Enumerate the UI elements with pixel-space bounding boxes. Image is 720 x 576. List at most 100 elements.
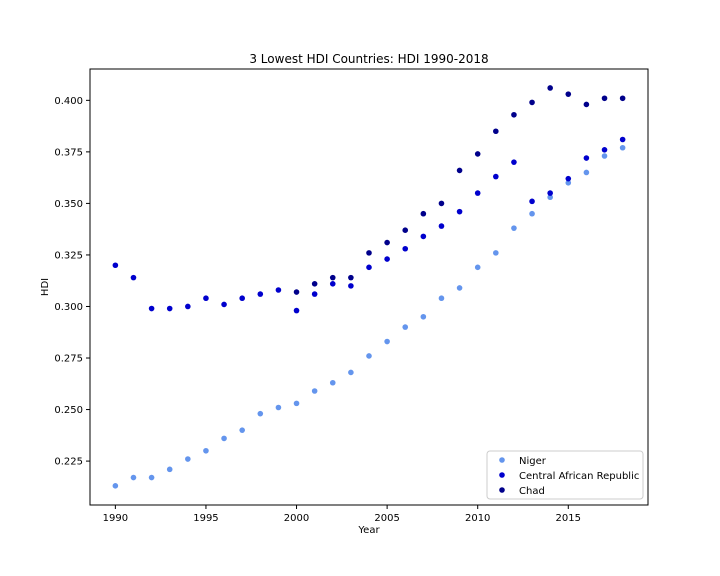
data-points — [112, 85, 626, 489]
point-niger — [329, 379, 336, 386]
point-niger — [565, 179, 572, 186]
point-chad — [583, 101, 590, 108]
point-chad — [311, 281, 318, 287]
y-tick-label: 0.400 — [54, 96, 83, 107]
legend: Niger Central African Republic Chad — [486, 450, 644, 500]
point-niger — [474, 264, 481, 271]
point-niger — [402, 324, 409, 330]
point-niger — [493, 250, 499, 256]
point-chad — [384, 239, 390, 246]
point-chad — [565, 91, 572, 97]
point-central-african-republic — [112, 262, 119, 269]
legend-label-niger: Niger — [519, 456, 547, 467]
point-central-african-republic — [565, 175, 572, 182]
point-chad — [348, 274, 354, 281]
point-niger — [185, 456, 191, 462]
point-niger — [529, 210, 535, 217]
point-chad — [366, 250, 372, 256]
point-central-african-republic — [348, 283, 354, 289]
y-axis-title: HDI — [40, 278, 51, 296]
point-niger — [619, 144, 626, 151]
point-niger — [384, 338, 390, 345]
point-niger — [601, 153, 608, 159]
x-axis-title: Year — [357, 525, 380, 536]
point-chad — [402, 227, 409, 234]
point-niger — [221, 435, 227, 442]
x-axis: 1990 1995 2000 2005 2010 2015 — [103, 505, 581, 524]
point-central-african-republic — [456, 208, 463, 215]
x-tick-label: 2010 — [465, 513, 490, 524]
y-tick-label: 0.325 — [54, 250, 83, 261]
point-chad — [547, 85, 553, 91]
point-chad — [293, 289, 300, 295]
point-niger — [112, 483, 119, 489]
point-niger — [366, 353, 372, 359]
point-niger — [166, 466, 173, 473]
point-central-african-republic — [311, 291, 318, 297]
point-niger — [311, 388, 318, 394]
y-axis: 0.225 0.250 0.275 0.300 0.325 0.350 0.375 0.400 — [54, 96, 90, 468]
point-central-african-republic — [166, 305, 173, 312]
point-niger — [293, 400, 300, 407]
point-chad — [619, 95, 626, 102]
chart-title: 3 Lowest HDI Countries: HDI 1990-2018 — [249, 52, 488, 66]
point-chad — [456, 167, 463, 174]
point-central-african-republic — [474, 190, 481, 196]
point-niger — [130, 474, 137, 481]
point-central-african-republic — [185, 303, 191, 310]
y-tick-label: 0.225 — [54, 457, 83, 468]
y-tick-label: 0.375 — [54, 147, 83, 158]
point-central-african-republic — [203, 295, 209, 302]
point-niger — [275, 404, 282, 411]
point-central-african-republic — [239, 295, 245, 302]
point-niger — [456, 285, 463, 291]
x-tick-label: 2000 — [284, 513, 309, 524]
point-niger — [348, 369, 354, 376]
plot-area-frame — [89, 68, 649, 506]
point-central-african-republic — [384, 256, 390, 262]
legend-marker-central-african-republic — [499, 472, 505, 478]
legend-label-chad: Chad — [519, 486, 545, 497]
point-niger — [583, 169, 590, 176]
point-niger — [547, 194, 553, 201]
y-tick-label: 0.350 — [54, 199, 83, 210]
point-central-african-republic — [583, 155, 590, 161]
point-central-african-republic — [493, 173, 499, 180]
point-central-african-republic — [148, 305, 155, 312]
point-central-african-republic — [293, 307, 300, 314]
point-chad — [511, 111, 517, 118]
x-tick-label: 2005 — [374, 513, 399, 524]
point-niger — [257, 410, 264, 417]
y-tick-label: 0.275 — [54, 354, 83, 365]
point-central-african-republic — [366, 264, 372, 271]
point-niger — [203, 447, 209, 454]
point-chad — [529, 99, 535, 106]
point-central-african-republic — [601, 147, 608, 153]
point-central-african-republic — [402, 245, 409, 252]
point-central-african-republic — [511, 159, 517, 165]
point-central-african-republic — [529, 198, 535, 205]
point-niger — [438, 295, 445, 302]
point-niger — [239, 427, 245, 433]
legend-marker-chad — [499, 487, 505, 493]
point-chad — [329, 274, 336, 281]
point-chad — [420, 210, 427, 217]
point-central-african-republic — [130, 274, 137, 281]
point-niger — [148, 474, 155, 481]
legend-box — [486, 450, 644, 500]
point-chad — [601, 95, 608, 102]
point-central-african-republic — [438, 223, 445, 229]
point-central-african-republic — [329, 281, 336, 287]
point-central-african-republic — [275, 287, 282, 293]
point-central-african-republic — [547, 190, 553, 196]
point-niger — [511, 225, 517, 231]
legend-label-central-african-republic: Central African Republic — [519, 471, 639, 482]
x-tick-label: 2015 — [556, 513, 581, 524]
point-chad — [438, 200, 445, 207]
x-tick-label: 1990 — [103, 513, 128, 524]
y-tick-label: 0.250 — [54, 405, 83, 416]
point-chad — [493, 128, 499, 135]
point-niger — [420, 313, 427, 320]
legend-marker-niger — [499, 457, 505, 463]
